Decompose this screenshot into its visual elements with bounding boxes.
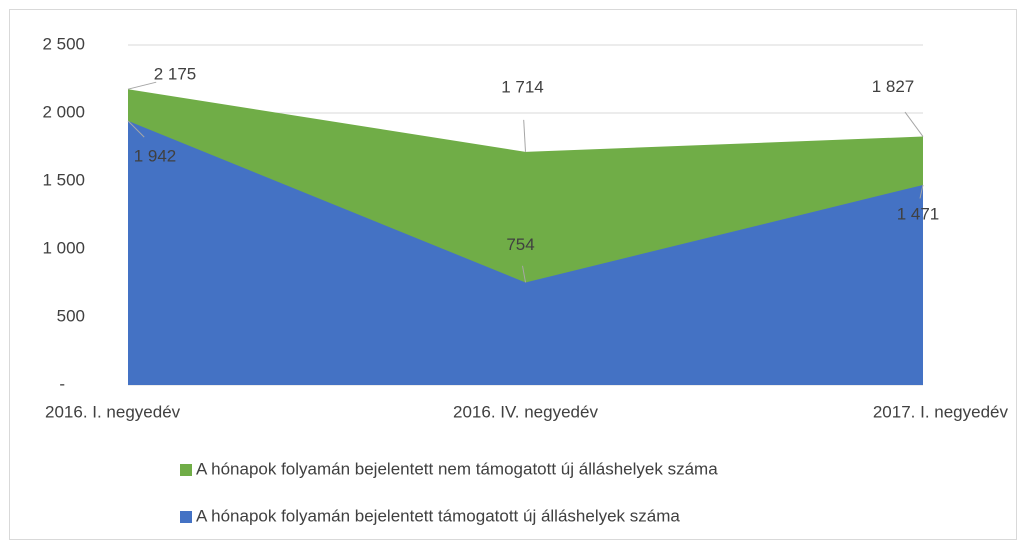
legend-label: A hónapok folyamán bejelentett támogatot… <box>196 506 680 525</box>
data-label: 1 714 <box>501 77 544 96</box>
x-tick-label: 2016. I. negyedév <box>45 402 181 421</box>
y-tick-label: 1 000 <box>42 238 85 257</box>
x-tick-label: 2017. I. negyedév <box>873 402 1009 421</box>
y-tick-label: 2 500 <box>42 34 85 53</box>
area <box>128 120 923 385</box>
data-label: 1 942 <box>134 146 177 165</box>
data-label: 2 175 <box>154 65 197 84</box>
data-label: 1 827 <box>872 77 915 96</box>
leader-line <box>904 111 924 137</box>
leader-line <box>127 120 145 138</box>
y-tick-label: - <box>59 374 65 393</box>
leader-line <box>127 81 157 90</box>
legend-swatch <box>180 464 192 476</box>
y-tick-label: 500 <box>57 306 85 325</box>
x-tick-label: 2016. IV. negyedév <box>453 402 598 421</box>
leader-line <box>523 119 526 152</box>
leader-line <box>522 265 526 283</box>
data-label: 1 471 <box>897 204 940 223</box>
leader-line <box>919 184 924 199</box>
data-label: 754 <box>506 235 534 254</box>
y-tick-label: 2 000 <box>42 102 85 121</box>
legend-label: A hónapok folyamán bejelentett nem támog… <box>196 459 718 478</box>
legend-swatch <box>180 511 192 523</box>
y-tick-label: 1 500 <box>42 170 85 189</box>
